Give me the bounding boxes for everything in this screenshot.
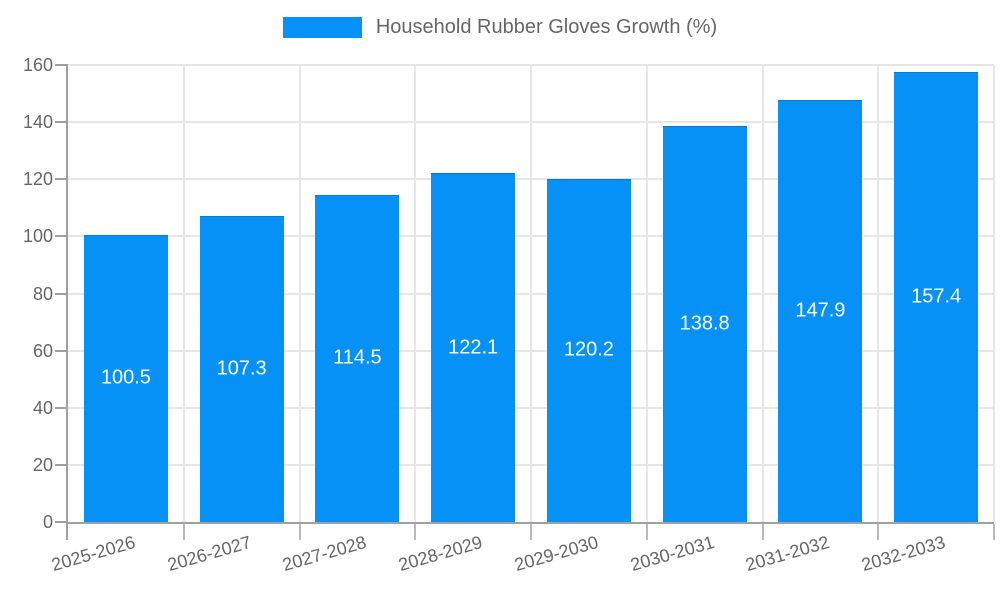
x-axis-tick <box>993 524 995 540</box>
x-gridline <box>298 65 301 522</box>
y-axis-tick <box>55 121 68 124</box>
bar[interactable] <box>546 178 631 522</box>
x-axis-label: 2029-2030 <box>512 532 601 575</box>
x-gridline <box>993 65 995 522</box>
x-axis-tick <box>530 524 532 540</box>
x-gridline <box>182 65 185 522</box>
legend-series-label: Household Rubber Gloves Growth (%) <box>375 16 718 38</box>
x-axis-tick <box>761 524 764 540</box>
plot-area <box>68 64 995 522</box>
x-axis-tick <box>877 524 880 540</box>
bar-value-label: 100.5 <box>100 366 151 389</box>
x-gridline <box>645 65 648 522</box>
y-axis-tick <box>55 349 68 352</box>
x-axis-label: 2028-2029 <box>396 532 485 575</box>
y-axis-tick <box>55 64 68 66</box>
y-axis-label: 100 <box>22 226 53 247</box>
x-gridline <box>761 65 764 522</box>
bar[interactable] <box>83 234 168 522</box>
x-axis-label: 2027-2028 <box>280 532 369 575</box>
x-gridline <box>414 65 417 522</box>
x-axis-label: 2032-2033 <box>859 532 948 575</box>
bar-value-label: 147.9 <box>795 299 846 322</box>
y-axis-label: 140 <box>22 112 53 133</box>
x-axis-tick <box>182 524 185 540</box>
bar-value-label: 107.3 <box>216 357 267 380</box>
bar-value-label: 157.4 <box>911 285 962 308</box>
bar-value-label: 138.8 <box>679 312 730 335</box>
legend-swatch <box>282 17 362 38</box>
x-axis-label: 2030-2031 <box>627 532 717 575</box>
y-axis-label: 40 <box>32 397 53 418</box>
x-axis-label: 2031-2032 <box>743 532 832 575</box>
bar[interactable] <box>315 194 400 522</box>
y-axis-label: 60 <box>32 340 53 361</box>
y-axis-tick <box>55 406 68 409</box>
y-axis-line <box>66 65 68 540</box>
y-axis-label: 160 <box>22 55 53 75</box>
bar[interactable] <box>894 72 979 522</box>
bar-value-label: 120.2 <box>563 338 614 361</box>
bar-value-label: 122.1 <box>448 336 499 359</box>
bar[interactable] <box>199 215 284 522</box>
y-axis-tick <box>55 292 68 295</box>
y-axis-tick <box>55 463 68 466</box>
bar[interactable] <box>778 99 863 522</box>
bar[interactable] <box>431 173 516 522</box>
y-axis-tick <box>55 178 68 181</box>
y-axis-label: 80 <box>32 283 53 304</box>
x-gridline <box>877 65 880 522</box>
x-axis-line <box>66 522 994 524</box>
x-gridline <box>530 65 532 522</box>
y-axis-label: 20 <box>32 454 53 475</box>
x-axis-tick <box>298 524 301 540</box>
bar-value-label: 114.5 <box>333 346 382 369</box>
y-axis-label: 120 <box>22 169 53 190</box>
legend[interactable]: Household Rubber Gloves Growth (%) <box>0 16 1000 39</box>
bar[interactable] <box>662 125 747 522</box>
x-axis-tick <box>414 524 417 540</box>
x-axis-tick <box>645 524 648 540</box>
y-axis-tick <box>55 521 68 523</box>
y-axis-label: 0 <box>42 512 53 532</box>
y-axis-tick <box>55 235 68 238</box>
x-axis-label: 2025-2026 <box>49 532 138 575</box>
x-axis-label: 2026-2027 <box>164 532 254 575</box>
